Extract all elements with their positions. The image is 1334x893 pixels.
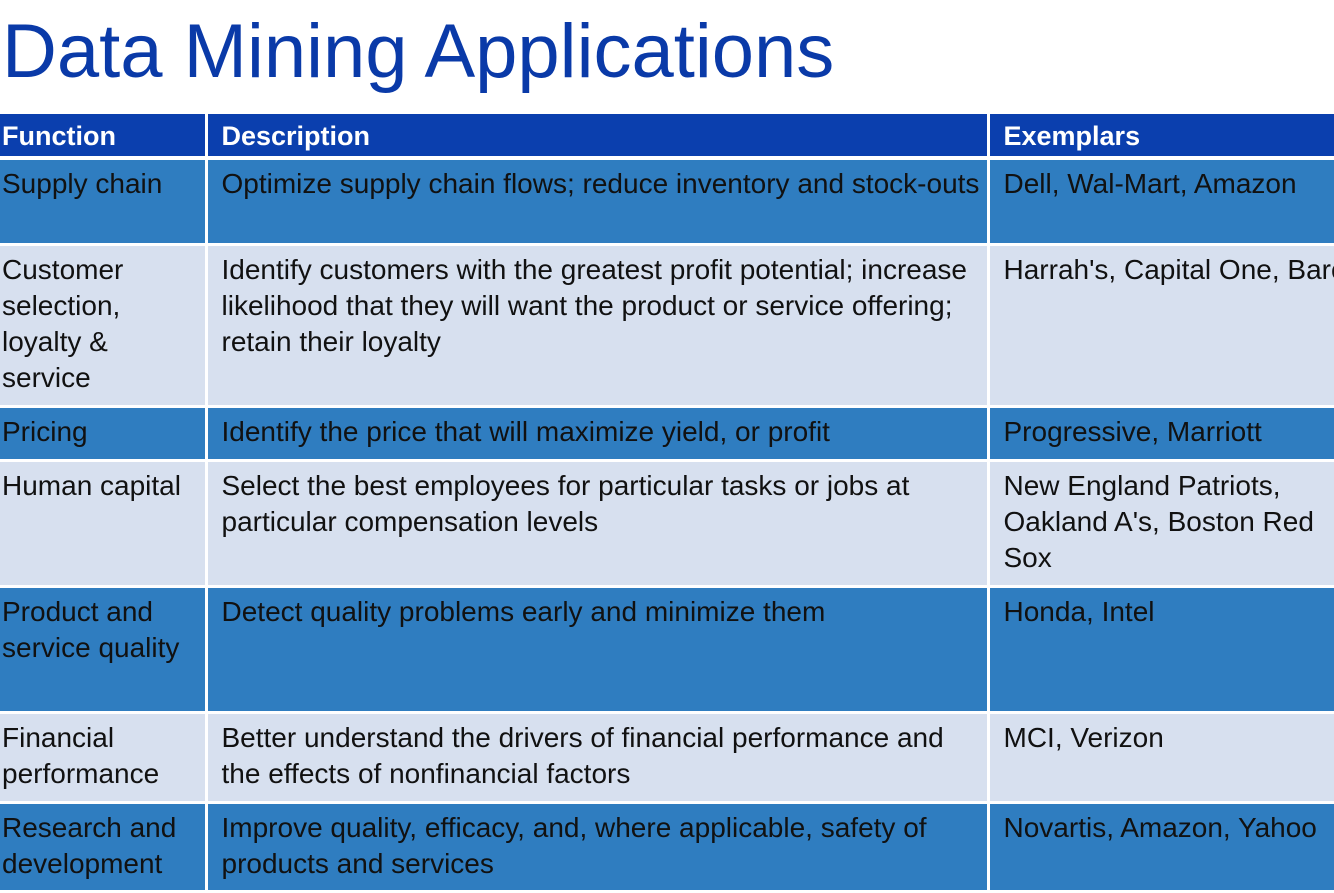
- exemplars-cell: Honda, Intel: [986, 585, 1334, 714]
- table-row: Product and service quality Detect quali…: [0, 585, 1334, 714]
- slide-title: Data Mining Applications: [2, 9, 835, 94]
- exemplars-cell: Harrah's, Capital One, Barclays: [986, 243, 1334, 408]
- table-row: Research and development Improve quality…: [0, 801, 1334, 893]
- function-cell: Product and service quality: [0, 585, 208, 714]
- description-cell: Improve quality, efficacy, and, where ap…: [204, 801, 990, 893]
- function-cell: Financial performance: [0, 711, 208, 804]
- description-cell: Detect quality problems early and minimi…: [204, 585, 990, 714]
- function-cell: Supply chain: [0, 156, 208, 246]
- table-row: Human capital Select the best employees …: [0, 459, 1334, 588]
- header-exemplars: Exemplars: [986, 114, 1334, 160]
- exemplars-cell: MCI, Verizon: [986, 711, 1334, 804]
- function-cell: Research and development: [0, 801, 208, 893]
- applications-table: Function Description Exemplars Supply ch…: [0, 114, 1334, 893]
- description-cell: Select the best employees for particular…: [204, 459, 990, 588]
- exemplars-cell: Progressive, Marriott: [986, 405, 1334, 462]
- description-cell: Identify customers with the greatest pro…: [204, 243, 990, 408]
- description-cell: Optimize supply chain flows; reduce inve…: [204, 156, 990, 246]
- description-cell: Better understand the drivers of financi…: [204, 711, 990, 804]
- function-cell: Pricing: [0, 405, 208, 462]
- exemplars-cell: New England Patriots, Oakland A's, Bosto…: [986, 459, 1334, 588]
- description-cell: Identify the price that will maximize yi…: [204, 405, 990, 462]
- function-cell: Customer selection, loyalty & service: [0, 243, 208, 408]
- table-header-row: Function Description Exemplars: [0, 114, 1334, 160]
- table-row: Customer selection, loyalty & service Id…: [0, 243, 1334, 408]
- exemplars-cell: Novartis, Amazon, Yahoo: [986, 801, 1334, 893]
- table-row: Supply chain Optimize supply chain flows…: [0, 156, 1334, 246]
- table-row: Pricing Identify the price that will max…: [0, 405, 1334, 462]
- function-cell: Human capital: [0, 459, 208, 588]
- exemplars-cell: Dell, Wal-Mart, Amazon: [986, 156, 1334, 246]
- header-function: Function: [0, 114, 208, 160]
- header-description: Description: [204, 114, 990, 160]
- table-row: Financial performance Better understand …: [0, 711, 1334, 804]
